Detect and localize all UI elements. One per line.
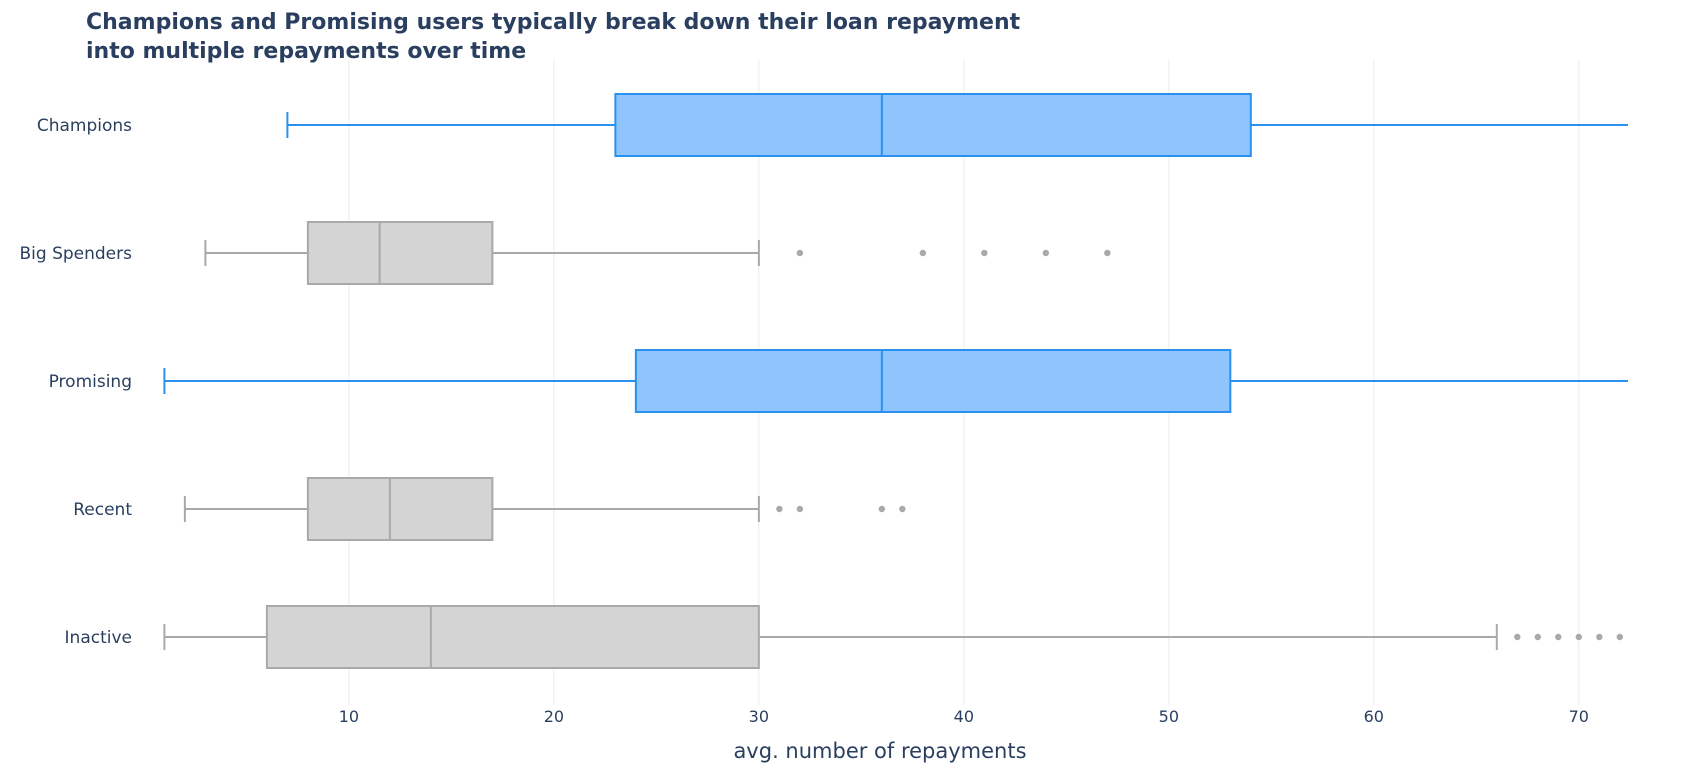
y-tick-label: Champions xyxy=(37,116,132,136)
chart-title-line-1: Champions and Promising users typically … xyxy=(86,10,1021,35)
x-axis-title: avg. number of repayments xyxy=(733,739,1026,763)
y-tick-label: Recent xyxy=(73,500,132,520)
iqr-box xyxy=(614,93,1252,157)
x-tick-label: 60 xyxy=(1364,707,1384,726)
chart-title: Champions and Promising users typically … xyxy=(86,8,1086,66)
outlier-point xyxy=(1104,249,1111,257)
x-tick-labels: 10 20 30 40 50 60 70 xyxy=(339,707,1589,726)
box-champions xyxy=(286,93,1628,157)
outlier-point xyxy=(1534,633,1542,641)
y-tick-labels: Champions Big Spenders Promising Recent Inac… xyxy=(20,116,133,648)
chart-title-line-2: into multiple repayments over time xyxy=(86,39,527,64)
outlier-point xyxy=(1575,633,1583,641)
x-tick-label: 20 xyxy=(544,707,564,726)
box-big-spenders xyxy=(204,221,1111,285)
y-tick-label: Promising xyxy=(49,372,132,392)
outlier-point xyxy=(878,505,886,513)
x-tick-label: 30 xyxy=(749,707,769,726)
outlier-point xyxy=(1555,633,1562,641)
outlier-point xyxy=(1616,633,1624,641)
box-promising xyxy=(163,349,1628,413)
iqr-box xyxy=(265,605,760,669)
outlier-point xyxy=(796,505,804,513)
outlier-point xyxy=(1042,249,1050,257)
x-tick-label: 50 xyxy=(1159,707,1179,726)
boxes xyxy=(163,93,1628,669)
x-tick-label: 10 xyxy=(339,707,359,726)
outlier-point xyxy=(776,505,783,513)
outlier-point xyxy=(919,249,927,257)
x-tick-label: 40 xyxy=(954,707,974,726)
iqr-box xyxy=(634,349,1232,413)
iqr-box xyxy=(306,477,494,541)
iqr-box xyxy=(306,221,494,285)
outlier-point xyxy=(981,249,988,257)
box-inactive xyxy=(163,605,1624,669)
outlier-point xyxy=(1514,633,1521,641)
outlier-point xyxy=(899,505,906,513)
y-tick-label: Big Spenders xyxy=(20,244,133,264)
outlier-point xyxy=(796,249,804,257)
box-recent xyxy=(183,477,906,541)
y-tick-label: Inactive xyxy=(65,628,132,648)
x-tick-label: 70 xyxy=(1569,707,1589,726)
outlier-point xyxy=(1596,633,1603,641)
